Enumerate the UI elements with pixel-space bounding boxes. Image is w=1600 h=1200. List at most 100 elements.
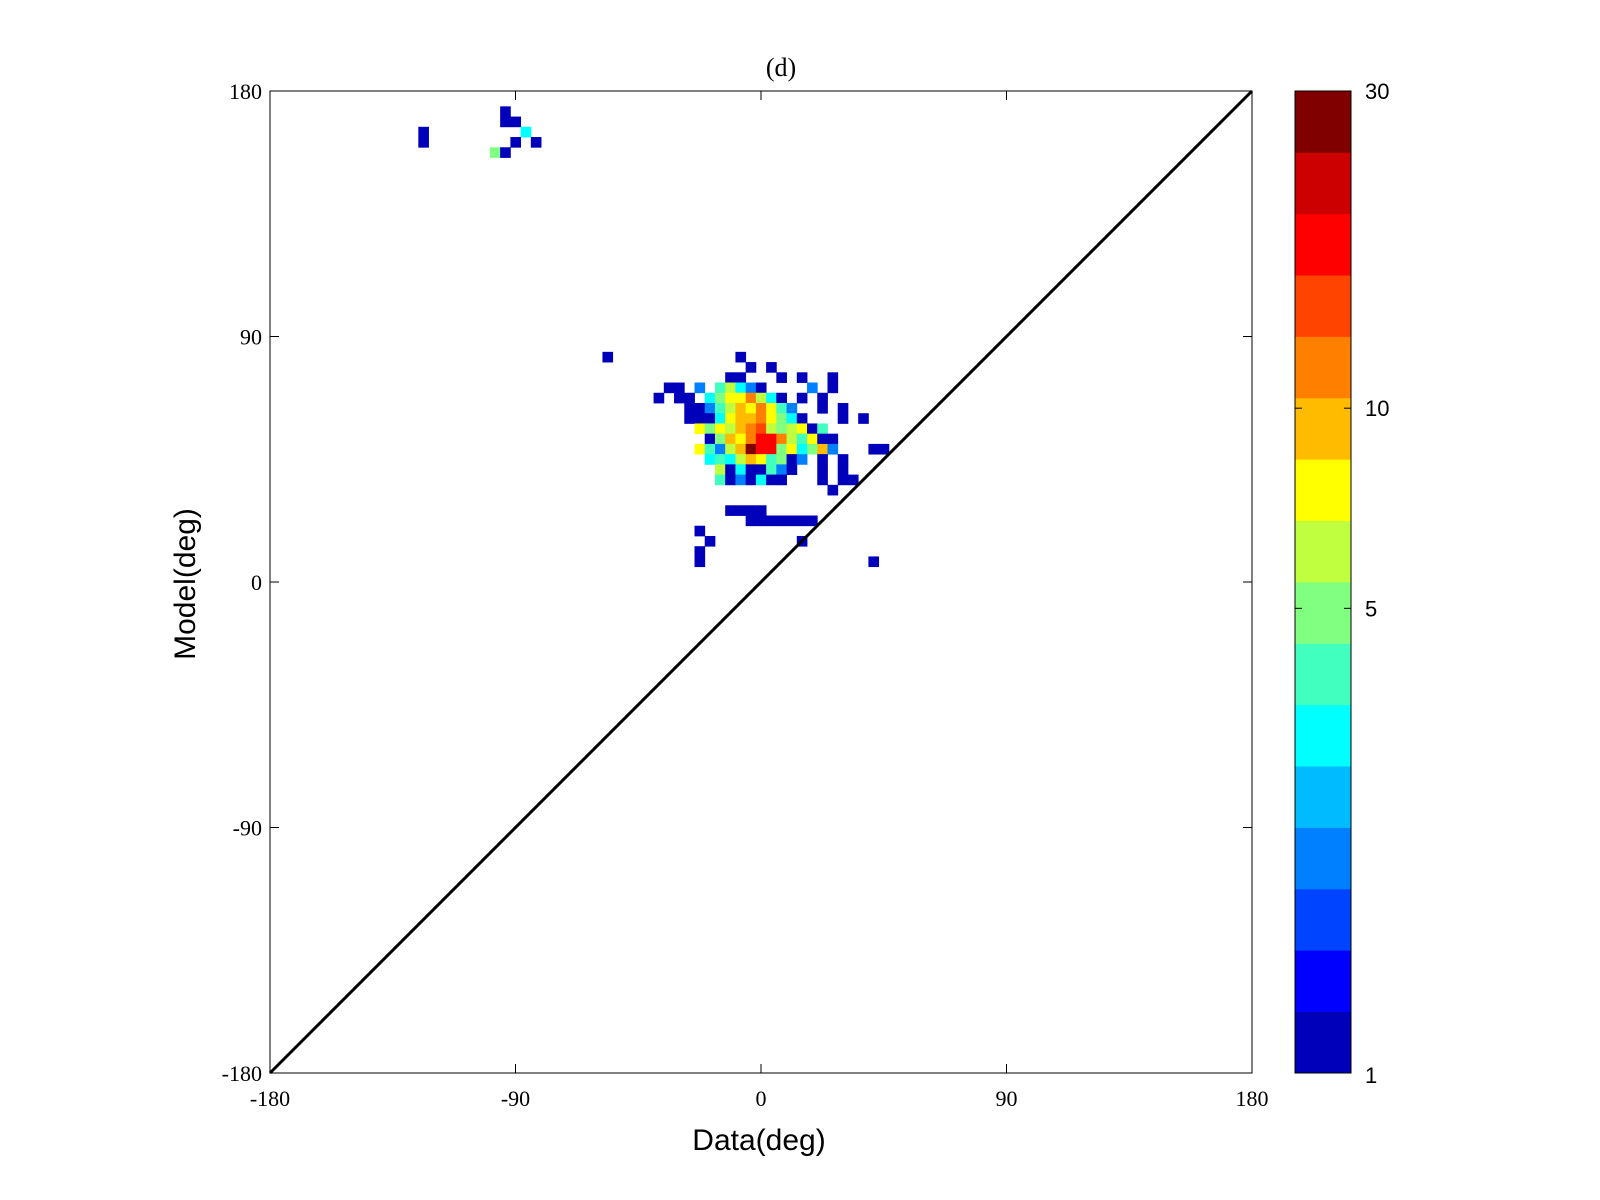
heatmap-cell xyxy=(776,372,787,383)
heatmap-cell xyxy=(786,433,798,445)
colorbar-band xyxy=(1295,397,1351,460)
heatmap-cell xyxy=(745,443,757,455)
heatmap-cell xyxy=(837,474,849,486)
heatmap-cell xyxy=(776,454,787,465)
heatmap-cell xyxy=(704,454,716,465)
heatmap-cell xyxy=(755,433,767,445)
plot-area xyxy=(268,89,1254,1075)
colorbar-tick-label: 10 xyxy=(1365,396,1389,421)
heatmap-cell xyxy=(766,464,777,475)
heatmap-cell xyxy=(766,443,777,455)
heatmap-cell xyxy=(714,454,726,465)
heatmap-cell xyxy=(807,433,818,445)
heatmap-cell xyxy=(714,464,726,475)
colorbar-band xyxy=(1295,888,1351,951)
heatmap-cells xyxy=(418,106,890,568)
heatmap-cell xyxy=(735,351,747,363)
heatmap-cell xyxy=(745,402,757,414)
heatmap-cell xyxy=(755,515,767,527)
heatmap-cell xyxy=(786,464,798,475)
heatmap-cell xyxy=(868,443,880,455)
heatmap-cell xyxy=(745,413,757,424)
heatmap-cell xyxy=(766,413,777,424)
heatmap-cell xyxy=(745,505,757,516)
heatmap-cell xyxy=(837,402,849,414)
heatmap-cell xyxy=(827,372,839,383)
heatmap-cell xyxy=(418,126,429,138)
heatmap-cell xyxy=(674,382,685,394)
heatmap-cell xyxy=(694,525,706,537)
heatmap-cell xyxy=(725,413,736,424)
y-tick-label: -180 xyxy=(222,1061,262,1086)
heatmap-cell xyxy=(817,402,828,414)
heatmap-cell xyxy=(745,362,757,373)
heatmap-cell xyxy=(694,402,706,414)
heatmap-cell xyxy=(817,464,828,475)
heatmap-cell xyxy=(776,423,787,435)
heatmap-cell xyxy=(796,454,808,465)
heatmap-cell xyxy=(755,464,767,475)
heatmap-cell xyxy=(776,402,787,414)
heatmap-cell xyxy=(776,392,787,404)
heatmap-cell xyxy=(807,382,818,394)
heatmap-cell xyxy=(725,443,736,455)
heatmap-cell xyxy=(755,474,767,486)
heatmap-cell xyxy=(796,443,808,455)
heatmap-cell xyxy=(735,443,747,455)
heatmap-cell xyxy=(694,443,706,455)
heatmap-cell xyxy=(807,515,818,527)
heatmap-cell xyxy=(520,126,532,138)
colorbar-tick-label: 1 xyxy=(1365,1063,1377,1088)
heatmap-cell xyxy=(807,443,818,455)
colorbar-ticks: 1 5 10 30 xyxy=(1295,79,1389,1088)
heatmap-cell xyxy=(745,474,757,486)
heatmap-cell xyxy=(837,454,849,465)
colorbar-band xyxy=(1295,459,1351,522)
heatmap-cell xyxy=(684,402,695,414)
y-axis-label: Model(deg) xyxy=(169,508,202,660)
heatmap-cell xyxy=(510,137,522,148)
heatmap-cell xyxy=(776,515,787,527)
colorbar-frame xyxy=(1294,90,1352,1074)
heatmap-cell xyxy=(745,423,757,435)
colorbar-band xyxy=(1295,950,1351,1013)
heatmap-cell xyxy=(766,362,777,373)
heatmap-cell xyxy=(766,515,777,527)
heatmap-cell xyxy=(714,443,726,455)
heatmap-cell xyxy=(766,474,777,486)
heatmap-cell xyxy=(786,423,798,435)
heatmap-cell xyxy=(796,433,808,445)
heatmap-cell xyxy=(725,372,736,383)
heatmap-cell xyxy=(817,433,828,445)
heatmap-cell xyxy=(725,474,736,486)
heatmap-cell xyxy=(837,464,849,475)
heatmap-cell xyxy=(418,137,429,148)
x-tick-label: 180 xyxy=(1236,1086,1269,1111)
heatmap-cell xyxy=(704,413,716,424)
heatmap-cell xyxy=(684,392,695,404)
heatmap-cell xyxy=(868,556,880,568)
heatmap-cell xyxy=(735,382,747,394)
heatmap-cell xyxy=(735,464,747,475)
colorbar-band xyxy=(1295,152,1351,215)
heatmap-cell xyxy=(776,433,787,445)
heatmap-cell xyxy=(684,413,695,424)
heatmap-cell xyxy=(755,443,767,455)
heatmap-cell xyxy=(714,423,726,435)
heatmap-cell xyxy=(766,423,777,435)
heatmap-cell xyxy=(796,372,808,383)
heatmap-cell xyxy=(714,433,726,445)
heatmap-cell xyxy=(735,433,747,445)
heatmap-cell xyxy=(735,392,747,404)
heatmap-cell xyxy=(725,402,736,414)
heatmap-cell xyxy=(745,433,757,445)
colorbar-band xyxy=(1295,520,1351,583)
heatmap-cell xyxy=(714,474,726,486)
heatmap-cell xyxy=(766,433,777,445)
y-tick-labels: -180 -90 0 90 180 xyxy=(222,79,262,1086)
heatmap-cell xyxy=(817,443,828,455)
heatmap-cell xyxy=(735,372,747,383)
heatmap-cell xyxy=(755,413,767,424)
colorbar-band xyxy=(1295,275,1351,337)
